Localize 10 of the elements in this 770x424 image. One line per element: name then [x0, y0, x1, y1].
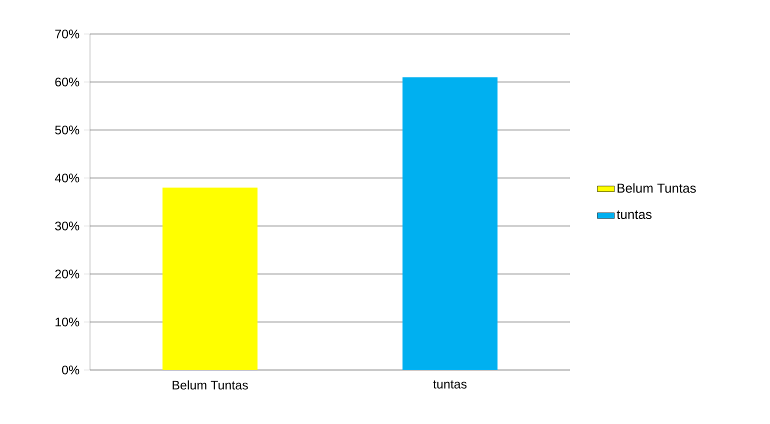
y-tick-label: 20% — [55, 270, 80, 278]
y-tick-label: 40% — [54, 174, 80, 182]
y-tick-label: 10% — [56, 318, 80, 326]
y-tick-label: 70% — [55, 30, 80, 38]
legend-label: tuntas — [616, 210, 652, 220]
y-tick-label: 30% — [55, 222, 80, 230]
y-tick-label: 0% — [62, 366, 80, 374]
y-tick-label: 60% — [55, 78, 80, 86]
legend-label: Belum Tuntas — [618, 183, 696, 193]
y-tick-label: 50% — [55, 126, 80, 134]
